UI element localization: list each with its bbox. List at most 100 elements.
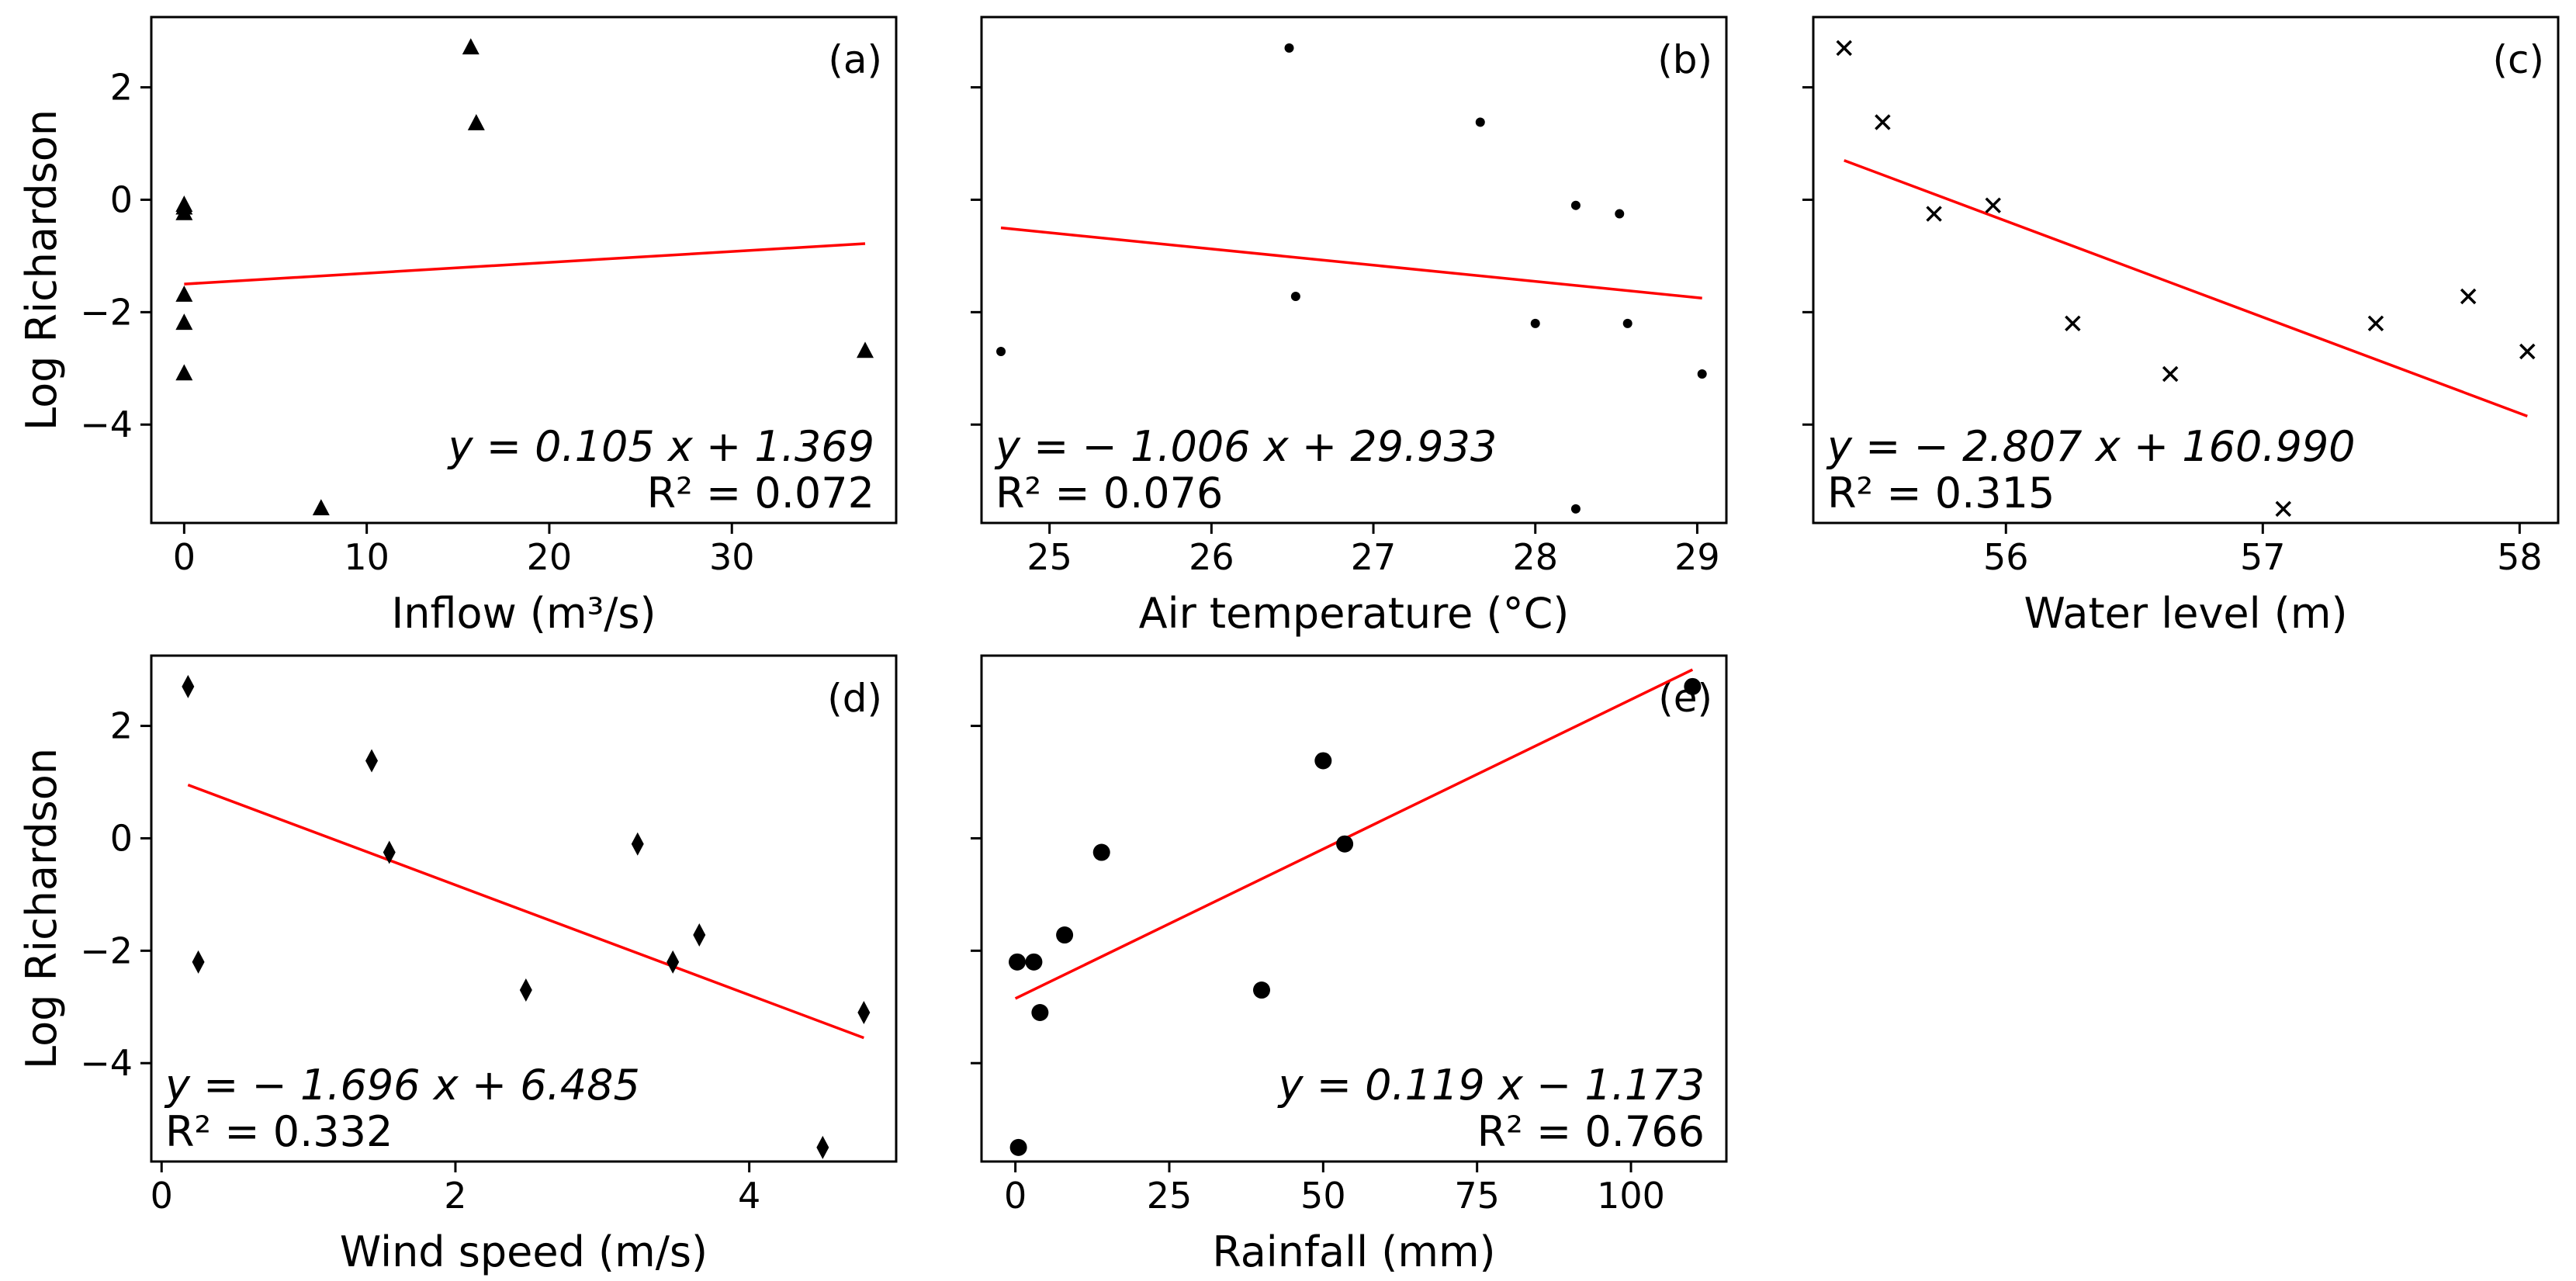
r-squared-label: R² = 0.072 [647,469,874,518]
data-point [2065,315,2081,332]
data-point [1009,1138,1027,1156]
data-point [2519,343,2536,360]
regression-equation: y = − 2.807 x + 160.990 [1826,422,2356,471]
data-point [996,347,1006,357]
regression-equation: y = − 1.006 x + 29.933 [994,422,1497,471]
data-point [175,198,193,215]
plot-frame [980,654,1728,1163]
x-tick-label: 20 [527,536,573,578]
r-squared-label: R² = 0.076 [995,469,1223,518]
data-point [1009,953,1027,971]
data-point [312,499,330,516]
data-point [1622,318,1633,328]
regression-equation: y = 0.105 x + 1.369 [447,422,874,471]
data-point [1684,677,1702,695]
data-point [1570,504,1581,514]
x-tick-label: 25 [1147,1175,1193,1217]
data-point [1092,843,1110,861]
data-point [693,923,706,947]
x-tick-label: 0 [151,1175,173,1217]
plot-frame [1812,16,2560,525]
data-point [519,978,532,1002]
data-point [1284,43,1294,53]
y-tick-label: 0 [110,817,133,859]
data-point [1615,209,1625,219]
panel-label: (d) [827,676,882,721]
data-point [1875,114,1891,130]
x-tick-label: 0 [1004,1175,1027,1217]
data-point [1475,117,1485,127]
data-point [1025,953,1043,971]
data-point [182,674,195,698]
x-axis-label: Inflow (m³/s) [391,589,656,638]
y-axis-label: Log Richardson [17,748,66,1069]
r-squared-label: R² = 0.332 [165,1107,393,1156]
x-tick-label: 50 [1300,1175,1346,1217]
data-point [1031,1004,1049,1022]
data-point [383,840,396,864]
data-point [1530,318,1540,328]
r-squared-label: R² = 0.766 [1477,1107,1705,1156]
x-axis-label: Air temperature (°C) [1139,589,1570,638]
data-point [1697,369,1707,379]
panel-label: (a) [828,37,882,82]
data-point [1926,206,1942,222]
plot-frame [150,16,898,525]
x-tick-label: 30 [709,536,755,578]
x-axis-label: Wind speed (m/s) [340,1227,708,1276]
panel-d: 0 2 4 2 0 −2 −4 Wind speed (m/s) Log Richardson (… [17,654,898,1276]
panel-b: 25 26 27 28 29 Air temperature (°C) (b) y = − 1… [971,16,1728,638]
data-point [2460,288,2477,305]
x-tick-label: 10 [344,536,390,578]
data-point [365,749,379,773]
y-tick-label: −2 [80,291,133,333]
x-tick-label: 27 [1351,536,1397,578]
regression-equation: y = 0.119 x − 1.173 [1277,1061,1705,1110]
regression-line [1014,668,1694,1000]
data-point [2367,315,2384,332]
data-point [857,1001,871,1025]
data-point [175,285,193,302]
data-point [462,38,480,55]
data-point [1336,835,1354,853]
data-point [816,1135,829,1159]
data-point [467,113,485,130]
y-tick-label: 2 [110,705,133,747]
data-point [1836,40,1852,57]
plot-frame [980,16,1728,525]
x-tick-label: 26 [1189,536,1234,578]
regression-line [187,783,864,1040]
y-tick-label: −2 [80,930,133,971]
x-tick-label: 58 [2497,536,2543,578]
x-tick-label: 4 [738,1175,760,1217]
data-point [1314,752,1332,770]
x-tick-label: 2 [444,1175,466,1217]
x-tick-label: 25 [1027,536,1072,578]
data-point [1252,982,1270,999]
data-point [192,950,205,974]
data-point [667,950,680,974]
y-tick-label: 0 [110,178,133,220]
data-point [1570,200,1581,210]
regression-line [184,242,866,286]
panel-label: (b) [1657,37,1712,82]
x-axis-label: Water level (m) [2024,589,2347,638]
x-tick-label: 29 [1674,536,1720,578]
y-tick-label: −4 [80,1042,133,1084]
r-squared-label: R² = 0.315 [1827,469,2055,518]
x-tick-label: 0 [173,536,196,578]
x-tick-label: 75 [1454,1175,1500,1217]
data-point [1985,197,2001,213]
y-tick-label: 2 [110,67,133,109]
x-tick-label: 57 [2240,536,2286,578]
data-point [175,364,193,381]
data-point [1290,292,1300,302]
data-point [2275,500,2292,518]
panel-c: 56 57 58 Water level (m) (c) y = − 2.807 x + … [1802,16,2560,638]
data-point [2162,365,2179,383]
y-axis-label: Log Richardson [17,109,66,431]
data-point [631,832,644,856]
